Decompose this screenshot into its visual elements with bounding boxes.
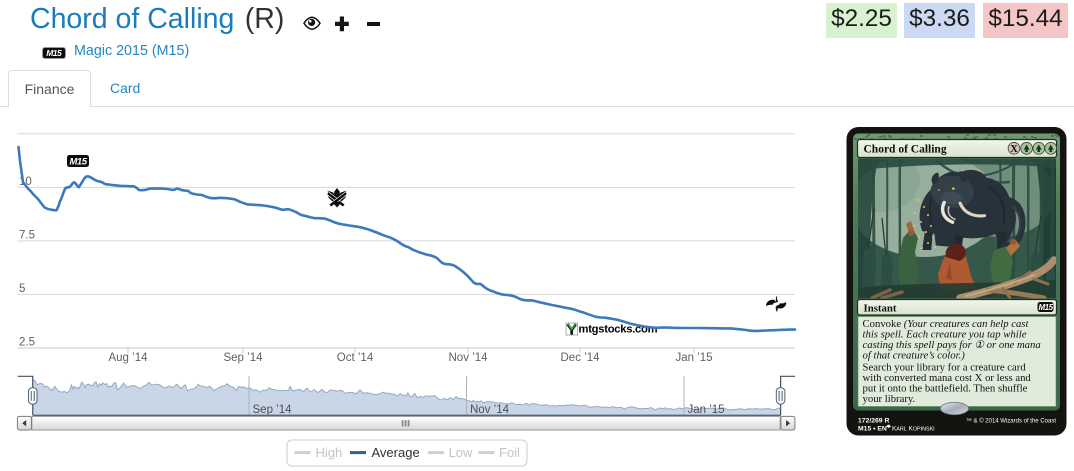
svg-text:7.5: 7.5: [19, 229, 35, 241]
svg-text:Sep ’14: Sep ’14: [253, 404, 293, 416]
svg-text:5: 5: [19, 283, 25, 295]
svg-text:your library.: your library.: [863, 393, 916, 405]
svg-text:Jan ’15: Jan ’15: [675, 352, 712, 364]
svg-text:mtgstocks.com: mtgstocks.com: [579, 324, 658, 336]
svg-text:of that creature’s color.): of that creature’s color.): [863, 350, 966, 362]
svg-text:M15 • EN: M15 • EN: [858, 426, 887, 433]
svg-text:Nov ’14: Nov ’14: [449, 352, 489, 364]
svg-text:Convoke (Your creatures can he: Convoke (Your creatures can help cast: [863, 318, 1030, 330]
svg-text:Chord of Calling: Chord of Calling: [864, 144, 947, 156]
svg-text:Nov ’14: Nov ’14: [470, 404, 510, 416]
svg-text:Foil: Foil: [499, 445, 520, 460]
svg-text:this spell. Each creature you: this spell. Each creature you tap while: [863, 329, 1027, 341]
svg-text:Low: Low: [449, 445, 473, 460]
svg-text:Instant: Instant: [864, 303, 897, 315]
svg-text:Average: Average: [372, 445, 420, 460]
svg-text:with converted mana cost X or: with converted mana cost X or less and: [863, 372, 1032, 384]
svg-text:172/269 R: 172/269 R: [858, 418, 889, 425]
svg-text:™ & © 2014 Wizards of the Coas: ™ & © 2014 Wizards of the Coast: [966, 418, 1056, 425]
svg-text:Search your library for a crea: Search your library for a creature card: [863, 362, 1027, 374]
svg-text:Oct ’14: Oct ’14: [337, 352, 374, 364]
svg-text:M15: M15: [70, 157, 88, 168]
svg-text:Jan ’15: Jan ’15: [688, 404, 725, 416]
svg-text:2.5: 2.5: [19, 337, 35, 349]
svg-text:M15: M15: [1038, 303, 1053, 312]
svg-text:casting this spell pays for ①: casting this spell pays for ① or one man…: [863, 339, 1041, 351]
svg-text:Dec ’14: Dec ’14: [561, 352, 601, 364]
svg-text:KARL KOPINSKI: KARL KOPINSKI: [892, 426, 935, 433]
svg-text:High: High: [316, 445, 343, 460]
svg-text:X: X: [1010, 144, 1018, 155]
svg-text:Aug ’14: Aug ’14: [108, 352, 148, 364]
svg-text:put it onto the battlefield. T: put it onto the battlefield. Then shuffl…: [863, 383, 1028, 395]
svg-text:Sep ’14: Sep ’14: [223, 352, 263, 364]
